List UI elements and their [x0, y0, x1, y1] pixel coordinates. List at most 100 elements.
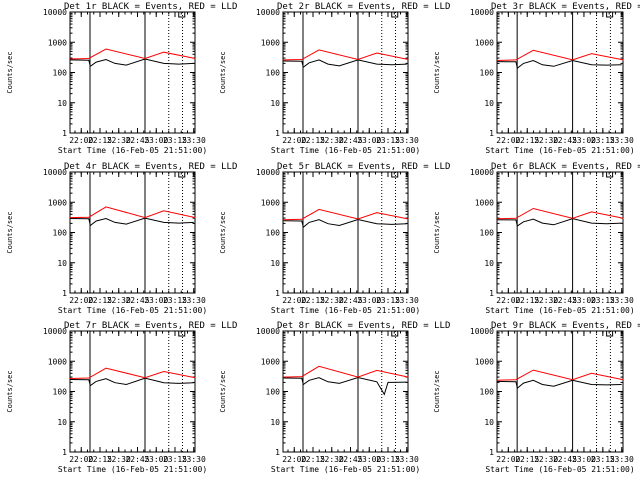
x-tick-label: 23:15: [376, 455, 400, 464]
y-tick-label: 1: [275, 448, 280, 457]
y-tick-label: 1000: [48, 357, 67, 366]
attenuator-bracket: [606, 12, 614, 18]
x-axis-label: Start Time (16-Feb-05 21:51:00): [58, 465, 207, 474]
attenuator-bracket: [391, 172, 399, 178]
lld-series-line: [282, 49, 409, 61]
y-tick-label: 1000: [475, 357, 494, 366]
panel-2: Det 2r BLACK = Events, RED = LLD Counts/s…: [219, 2, 450, 155]
y-axis-label: Counts/sec: [433, 51, 441, 93]
x-tick-label: 23:30: [610, 136, 634, 145]
x-tick-label: 23:30: [182, 455, 206, 464]
x-tick-label: 22:45: [125, 455, 149, 464]
y-axis-label: Counts/sec: [6, 370, 14, 412]
x-tick-label: 23:15: [591, 455, 615, 464]
lld-series-line: [496, 207, 624, 220]
panel-3: Det 3r BLACK = Events, RED = LLD Counts/s…: [433, 2, 640, 155]
y-tick-label: 10000: [256, 327, 280, 336]
y-tick-label: 1000: [261, 357, 280, 366]
y-tick-label: 100: [53, 229, 68, 238]
panel-6: Det 6r BLACK = Events, RED = LLD Counts/s…: [433, 162, 640, 315]
y-tick-label: 1: [489, 448, 494, 457]
x-tick-label: 22:00: [69, 136, 93, 145]
x-tick-label: 23:15: [163, 296, 187, 305]
attenuator-bracket: [178, 331, 186, 337]
x-axis-label: Start Time (16-Feb-05 21:51:00): [271, 146, 420, 155]
x-tick-label: 23:30: [610, 455, 634, 464]
lld-series-line: [282, 208, 409, 221]
events-series-line: [69, 58, 194, 68]
y-tick-label: 10: [57, 418, 67, 427]
panel-title: Det 8r BLACK = Events, RED = LLD: [277, 321, 450, 331]
y-tick-label: 10: [57, 259, 67, 268]
y-tick-label: 100: [266, 69, 281, 78]
panel-8: Det 8r BLACK = Events, RED = LLD Counts/s…: [219, 321, 450, 474]
x-tick-label: 22:15: [301, 136, 325, 145]
y-tick-label: 1000: [475, 198, 494, 207]
x-axis-label: Start Time (16-Feb-05 21:51:00): [485, 306, 634, 315]
x-tick-label: 23:30: [395, 455, 419, 464]
y-tick-label: 1: [62, 129, 67, 138]
x-tick-label: 23:00: [357, 296, 381, 305]
x-tick-label: 22:15: [301, 296, 325, 305]
x-tick-label: 22:30: [534, 296, 558, 305]
y-tick-label: 10000: [470, 8, 494, 17]
lld-series-line: [282, 365, 409, 378]
attenuator-bracket: [606, 172, 614, 178]
x-tick-label: 22:00: [496, 455, 520, 464]
x-tick-label: 23:00: [357, 455, 381, 464]
y-tick-label: 1000: [261, 198, 280, 207]
x-tick-label: 22:45: [553, 455, 577, 464]
x-tick-label: 22:00: [69, 296, 93, 305]
panel-7: Det 7r BLACK = Events, RED = LLD Counts/s…: [6, 321, 237, 474]
panel-title: Det 5r BLACK = Events, RED = LLD: [277, 162, 450, 172]
x-tick-label: 22:45: [553, 136, 577, 145]
attenuator-bracket: [391, 331, 399, 337]
lld-series-line: [69, 367, 196, 379]
x-tick-label: 22:45: [125, 296, 149, 305]
y-tick-label: 1000: [261, 38, 280, 47]
events-series-line: [496, 379, 622, 389]
y-tick-label: 1: [489, 289, 494, 298]
x-tick-label: 22:15: [301, 455, 325, 464]
y-tick-label: 1: [62, 448, 67, 457]
x-tick-label: 23:00: [572, 455, 596, 464]
panel-title: Det 4r BLACK = Events, RED = LLD: [64, 162, 237, 172]
y-tick-label: 100: [480, 229, 495, 238]
x-tick-label: 22:30: [107, 136, 131, 145]
x-tick-label: 22:00: [496, 136, 520, 145]
y-axis-label: Counts/sec: [219, 370, 227, 412]
x-tick-label: 22:15: [515, 296, 539, 305]
x-tick-label: 22:15: [515, 136, 539, 145]
panel-9: Det 9r BLACK = Events, RED = LLD Counts/s…: [433, 321, 640, 474]
y-tick-label: 1: [275, 129, 280, 138]
x-tick-label: 22:00: [282, 455, 306, 464]
y-tick-label: 10000: [470, 327, 494, 336]
panel-title: Det 1r BLACK = Events, RED = LLD: [64, 2, 237, 12]
x-tick-label: 22:00: [282, 296, 306, 305]
y-tick-label: 10: [270, 418, 280, 427]
x-tick-label: 22:15: [515, 455, 539, 464]
y-axis-label: Counts/sec: [219, 51, 227, 93]
events-series-line: [282, 376, 407, 396]
attenuator-bracket: [178, 12, 186, 18]
x-tick-label: 23:15: [376, 296, 400, 305]
x-tick-label: 23:30: [610, 296, 634, 305]
panel-4: Det 4r BLACK = Events, RED = LLD Counts/s…: [6, 162, 237, 315]
x-tick-label: 22:30: [320, 455, 344, 464]
x-tick-label: 22:15: [88, 136, 112, 145]
y-tick-label: 100: [53, 69, 68, 78]
y-tick-label: 100: [53, 388, 68, 397]
events-series-line: [496, 218, 622, 227]
x-tick-label: 23:15: [591, 296, 615, 305]
panel-title: Det 7r BLACK = Events, RED = LLD: [64, 321, 237, 331]
x-tick-label: 23:15: [376, 136, 400, 145]
y-tick-label: 10: [484, 418, 494, 427]
y-tick-label: 10000: [43, 327, 67, 336]
attenuator-bracket: [606, 331, 614, 337]
y-tick-label: 100: [266, 388, 281, 397]
events-series-line: [69, 217, 194, 227]
y-tick-label: 10: [270, 259, 280, 268]
lld-series-line: [496, 49, 624, 61]
x-tick-label: 22:00: [69, 455, 93, 464]
